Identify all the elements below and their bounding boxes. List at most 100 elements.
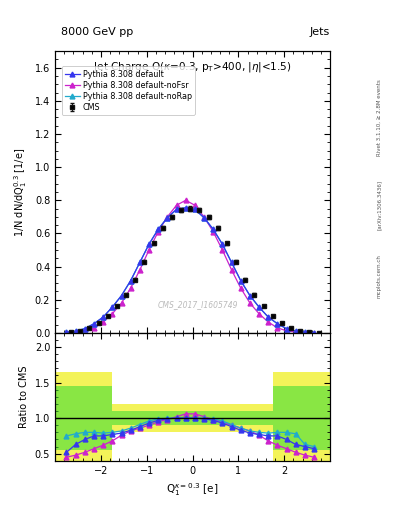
Pythia 8.308 default xyxy=(129,278,133,284)
Pythia 8.308 default-noRap xyxy=(275,321,280,327)
Line: Pythia 8.308 default: Pythia 8.308 default xyxy=(64,205,316,335)
Pythia 8.308 default-noFsr xyxy=(184,197,188,203)
Text: 8000 GeV pp: 8000 GeV pp xyxy=(61,27,133,37)
Y-axis label: Ratio to CMS: Ratio to CMS xyxy=(19,366,29,428)
Text: [arXiv:1306.3436]: [arXiv:1306.3436] xyxy=(377,180,382,230)
Pythia 8.308 default-noRap xyxy=(119,292,124,298)
Pythia 8.308 default-noRap xyxy=(293,328,298,334)
Legend: Pythia 8.308 default, Pythia 8.308 default-noFsr, Pythia 8.308 default-noRap, CM: Pythia 8.308 default, Pythia 8.308 defau… xyxy=(62,67,195,115)
Pythia 8.308 default xyxy=(229,259,234,265)
Pythia 8.308 default-noFsr xyxy=(92,325,96,331)
Pythia 8.308 default-noRap xyxy=(220,241,225,247)
Pythia 8.308 default-noFsr xyxy=(211,229,216,235)
Pythia 8.308 default-noRap xyxy=(239,278,243,284)
Pythia 8.308 default-noFsr xyxy=(165,214,170,220)
Pythia 8.308 default-noRap xyxy=(64,329,69,335)
Pythia 8.308 default-noFsr xyxy=(193,202,197,208)
Pythia 8.308 default-noRap xyxy=(211,226,216,232)
Bar xyxy=(55,386,112,450)
Pythia 8.308 default-noRap xyxy=(229,259,234,265)
Pythia 8.308 default-noFsr xyxy=(303,330,307,336)
Line: Pythia 8.308 default-noFsr: Pythia 8.308 default-noFsr xyxy=(64,198,316,335)
Pythia 8.308 default-noFsr xyxy=(73,329,78,335)
Pythia 8.308 default-noFsr xyxy=(275,325,280,331)
Text: Rivet 3.1.10, ≥ 2.8M events: Rivet 3.1.10, ≥ 2.8M events xyxy=(377,79,382,156)
Pythia 8.308 default-noFsr xyxy=(174,202,179,208)
Pythia 8.308 default-noFsr xyxy=(248,300,252,306)
Pythia 8.308 default xyxy=(284,326,289,332)
Pythia 8.308 default-noRap xyxy=(138,259,142,265)
Pythia 8.308 default-noFsr xyxy=(284,328,289,334)
Text: Jet Charge Q($\kappa$=0.3, p$_\mathsf{T}$>400, |$\eta$|<1.5): Jet Charge Q($\kappa$=0.3, p$_\mathsf{T}… xyxy=(93,60,292,74)
Pythia 8.308 default xyxy=(239,278,243,284)
Pythia 8.308 default-noFsr xyxy=(266,319,271,325)
Pythia 8.308 default-noRap xyxy=(165,215,170,221)
Pythia 8.308 default xyxy=(174,206,179,212)
Pythia 8.308 default xyxy=(83,326,87,332)
Bar xyxy=(124,404,261,432)
Pythia 8.308 default xyxy=(303,329,307,335)
Pythia 8.308 default-noRap xyxy=(129,278,133,284)
Pythia 8.308 default-noRap xyxy=(257,304,261,310)
Pythia 8.308 default-noRap xyxy=(184,205,188,211)
Pythia 8.308 default xyxy=(73,328,78,334)
Pythia 8.308 default-noFsr xyxy=(220,247,225,253)
Bar xyxy=(124,411,261,425)
Pythia 8.308 default xyxy=(193,206,197,212)
Pythia 8.308 default-noFsr xyxy=(129,285,133,291)
Pythia 8.308 default xyxy=(211,226,216,232)
Pythia 8.308 default xyxy=(202,215,206,221)
Pythia 8.308 default xyxy=(101,314,106,320)
Pythia 8.308 default xyxy=(119,292,124,298)
Pythia 8.308 default-noRap xyxy=(193,206,197,212)
Bar xyxy=(55,372,112,464)
Pythia 8.308 default xyxy=(92,321,96,327)
Pythia 8.308 default-noFsr xyxy=(293,329,298,335)
Bar xyxy=(112,411,124,425)
Text: Jets: Jets xyxy=(309,27,329,37)
Pythia 8.308 default-noFsr xyxy=(64,330,69,336)
Pythia 8.308 default-noFsr xyxy=(229,267,234,273)
Bar xyxy=(261,404,273,432)
Pythia 8.308 default-noRap xyxy=(156,226,161,232)
Pythia 8.308 default-noRap xyxy=(266,314,271,320)
Pythia 8.308 default xyxy=(275,321,280,327)
Pythia 8.308 default-noFsr xyxy=(239,285,243,291)
Bar xyxy=(112,404,124,432)
Pythia 8.308 default-noRap xyxy=(92,321,96,327)
Pythia 8.308 default-noFsr xyxy=(257,311,261,317)
Pythia 8.308 default xyxy=(220,241,225,247)
Pythia 8.308 default xyxy=(257,304,261,310)
Pythia 8.308 default xyxy=(110,304,115,310)
Pythia 8.308 default xyxy=(248,292,252,298)
Pythia 8.308 default xyxy=(138,259,142,265)
Pythia 8.308 default-noFsr xyxy=(101,319,106,325)
Line: Pythia 8.308 default-noRap: Pythia 8.308 default-noRap xyxy=(64,205,316,335)
Pythia 8.308 default-noRap xyxy=(73,328,78,334)
Text: mcplots.cern.ch: mcplots.cern.ch xyxy=(377,254,382,298)
Pythia 8.308 default xyxy=(312,330,316,336)
Pythia 8.308 default-noRap xyxy=(284,326,289,332)
Y-axis label: 1/N dN/dQ$_1^{0.3}$ [1/e]: 1/N dN/dQ$_1^{0.3}$ [1/e] xyxy=(13,147,29,237)
Pythia 8.308 default-noFsr xyxy=(156,229,161,235)
Pythia 8.308 default-noFsr xyxy=(147,247,151,253)
Pythia 8.308 default-noFsr xyxy=(312,330,316,336)
Pythia 8.308 default xyxy=(165,215,170,221)
Pythia 8.308 default xyxy=(266,314,271,320)
Pythia 8.308 default-noFsr xyxy=(83,328,87,334)
Pythia 8.308 default-noRap xyxy=(110,304,115,310)
Pythia 8.308 default-noRap xyxy=(202,215,206,221)
Pythia 8.308 default-noRap xyxy=(312,330,316,336)
Pythia 8.308 default xyxy=(147,241,151,247)
X-axis label: Q$_1^{\kappa=0.3}$ [e]: Q$_1^{\kappa=0.3}$ [e] xyxy=(166,481,219,498)
Pythia 8.308 default-noFsr xyxy=(202,214,206,220)
Pythia 8.308 default-noRap xyxy=(147,241,151,247)
Pythia 8.308 default-noFsr xyxy=(119,300,124,306)
Bar xyxy=(273,372,330,464)
Pythia 8.308 default-noFsr xyxy=(110,311,115,317)
Pythia 8.308 default xyxy=(293,328,298,334)
Pythia 8.308 default-noRap xyxy=(174,206,179,212)
Bar xyxy=(273,386,330,450)
Pythia 8.308 default-noRap xyxy=(101,314,106,320)
Pythia 8.308 default xyxy=(156,226,161,232)
